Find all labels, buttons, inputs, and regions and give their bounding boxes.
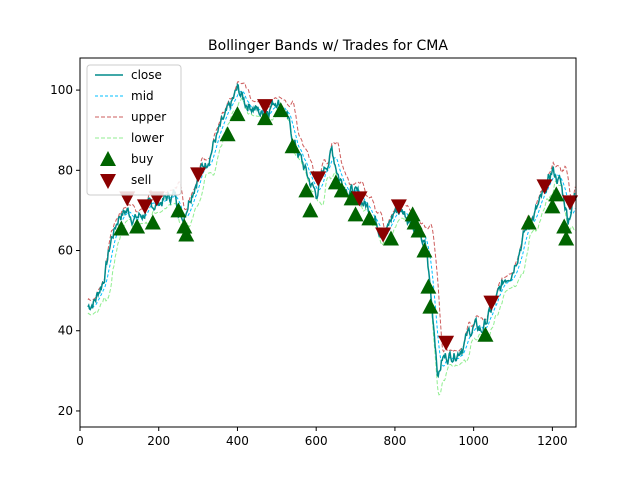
- buy-marker: [302, 202, 319, 218]
- buy-marker: [144, 214, 161, 230]
- y-tick-label: 60: [58, 244, 73, 258]
- x-tick-label: 1200: [537, 434, 568, 448]
- buy-marker: [170, 202, 187, 218]
- legend: close mid upper lower buy sell: [86, 64, 182, 196]
- x-tick-label: 400: [226, 434, 249, 448]
- legend-buy-marker: [100, 151, 116, 166]
- legend-sell-marker: [100, 174, 116, 189]
- buy-marker: [343, 190, 360, 206]
- sell-marker: [562, 195, 579, 211]
- sell-marker: [483, 295, 500, 311]
- buy-marker: [178, 226, 195, 242]
- buy-marker: [477, 326, 494, 342]
- buy-marker: [229, 106, 246, 122]
- sell-marker: [536, 179, 553, 195]
- buy-marker: [272, 102, 289, 118]
- sell-marker: [136, 199, 153, 215]
- buy-marker: [404, 206, 421, 222]
- legend-close-label: close: [131, 68, 162, 82]
- buy-marker: [420, 278, 437, 294]
- plot-frame: [79, 57, 577, 428]
- buy-marker: [410, 222, 427, 238]
- sell-marker: [190, 167, 207, 183]
- y-tick-label: 40: [58, 324, 73, 338]
- y-tick-label: 20: [58, 404, 73, 418]
- buy-marker: [333, 182, 350, 198]
- buy-marker: [520, 214, 537, 230]
- buy-marker: [327, 174, 344, 190]
- x-axis: 0 200 400 600 800 1000 1200: [76, 427, 568, 448]
- legend-buy-label: buy: [131, 152, 153, 166]
- sell-marker: [257, 99, 274, 115]
- chart-title: Bollinger Bands w/ Trades for CMA: [208, 38, 448, 54]
- buy-marker: [284, 138, 301, 154]
- sell-marker: [390, 199, 407, 215]
- buy-marker: [556, 218, 573, 234]
- buy-marker: [257, 110, 274, 126]
- buy-marker: [548, 186, 565, 202]
- buy-marker: [298, 182, 315, 198]
- buy-marker: [544, 198, 561, 214]
- x-tick-label: 600: [305, 434, 328, 448]
- buy-marker: [382, 230, 399, 246]
- x-tick-label: 1000: [458, 434, 489, 448]
- buy-marker: [422, 298, 439, 314]
- sell-marker: [351, 191, 368, 207]
- buy-marker: [113, 220, 130, 236]
- buy-marker: [416, 242, 433, 258]
- buy-marker: [176, 218, 193, 234]
- legend-upper-label: upper: [131, 110, 166, 124]
- sell-marker: [438, 335, 455, 351]
- legend-mid-label: mid: [131, 89, 154, 103]
- x-tick-label: 0: [76, 434, 84, 448]
- y-tick-label: 80: [58, 163, 73, 177]
- legend-sell-label: sell: [131, 173, 151, 187]
- buy-marker: [361, 210, 378, 226]
- buy-marker: [347, 206, 364, 222]
- x-tick-label: 800: [383, 434, 406, 448]
- sell-marker: [375, 227, 392, 243]
- buy-marker: [219, 126, 236, 142]
- trade-markers: [113, 99, 579, 351]
- y-tick-label: 100: [50, 83, 73, 97]
- x-tick-label: 200: [147, 434, 170, 448]
- sell-marker: [310, 171, 327, 187]
- buy-marker: [129, 218, 146, 234]
- buy-marker: [558, 230, 575, 246]
- series-lower-line: [87, 97, 576, 396]
- y-axis: 20 40 60 80 100: [50, 83, 80, 418]
- legend-lower-label: lower: [131, 131, 164, 145]
